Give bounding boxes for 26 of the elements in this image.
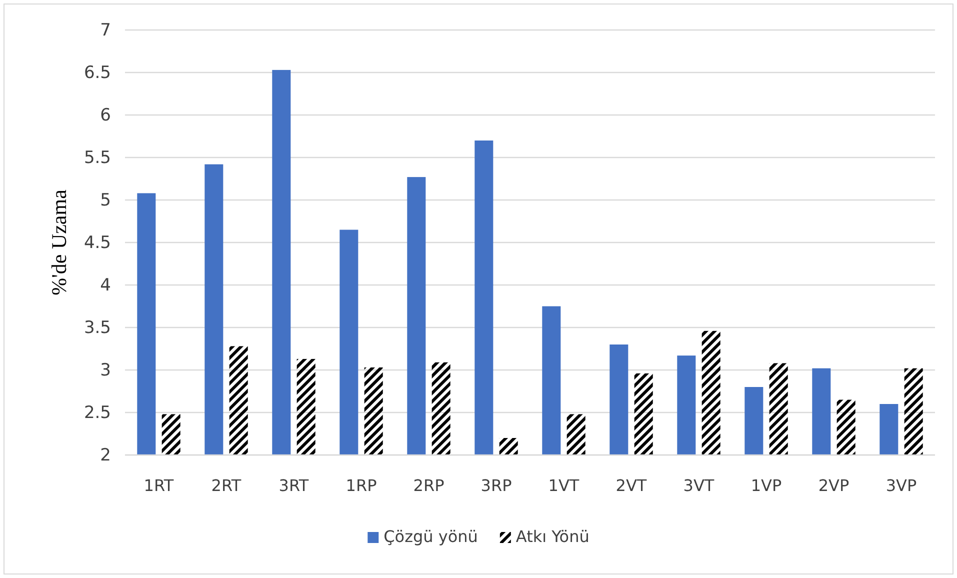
x-tick-label: 3RT: [278, 476, 309, 495]
legend-label: Çözgü yönü: [384, 527, 478, 546]
x-tick-label: 1VT: [548, 476, 580, 495]
y-tick-label: 4.5: [84, 232, 111, 253]
x-tick-label: 3VP: [886, 476, 917, 495]
y-tick-label: 2.5: [84, 402, 111, 423]
legend-label: Atkı Yönü: [516, 527, 590, 546]
x-tick-label: 2RP: [413, 476, 445, 495]
y-tick-label: 7: [100, 20, 111, 40]
x-tick-label: 2VP: [818, 476, 850, 495]
x-tick-label: 3RP: [480, 476, 512, 495]
x-tick-label: 1RT: [144, 476, 174, 495]
y-tick-label: 4: [100, 275, 111, 296]
x-tick-label: 2RT: [211, 476, 242, 495]
y-tick-label: 5.5: [84, 148, 111, 168]
y-tick-label: 6: [100, 105, 111, 126]
y-axis-title: %'de Uzama: [47, 188, 71, 296]
x-tick-label: 1RP: [346, 476, 378, 495]
x-tick-label: 2VT: [616, 476, 647, 495]
y-tick-label: 5: [100, 190, 111, 210]
y-tick-label: 3.5: [84, 318, 111, 338]
x-tick-label: 3VT: [683, 476, 714, 495]
x-tick-label: 1VP: [750, 476, 782, 495]
y-tick-label: 3: [100, 360, 111, 380]
y-tick-label: 6.5: [84, 62, 111, 83]
y-tick-label: 2: [100, 445, 111, 466]
